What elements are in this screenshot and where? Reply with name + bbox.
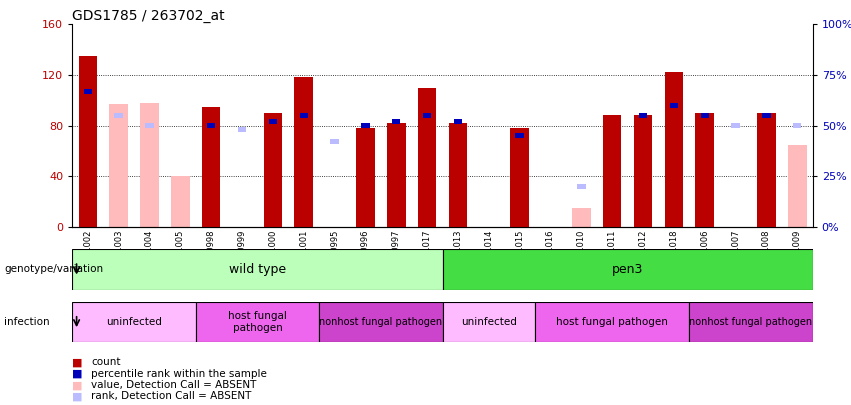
Bar <box>788 145 807 227</box>
Bar <box>670 103 678 108</box>
Bar <box>109 104 128 227</box>
Bar <box>202 107 220 227</box>
Text: value, Detection Call = ABSENT: value, Detection Call = ABSENT <box>91 380 256 390</box>
Bar <box>78 56 97 227</box>
Bar <box>603 115 621 227</box>
Bar <box>392 119 401 124</box>
Bar <box>443 249 813 290</box>
Text: genotype/variation: genotype/variation <box>4 264 103 274</box>
Text: nonhost fungal pathogen: nonhost fungal pathogen <box>689 317 813 327</box>
Bar <box>294 77 313 227</box>
Bar <box>72 249 443 290</box>
Text: wild type: wild type <box>229 263 286 276</box>
Text: ■: ■ <box>72 369 83 379</box>
Bar <box>535 302 689 342</box>
Bar <box>146 123 154 128</box>
Text: GDS1785 / 263702_at: GDS1785 / 263702_at <box>72 9 225 23</box>
Bar <box>423 113 431 118</box>
Bar <box>361 123 369 128</box>
Bar <box>454 119 462 124</box>
Text: host fungal pathogen: host fungal pathogen <box>557 317 668 327</box>
Bar <box>634 115 652 227</box>
Bar <box>448 123 467 227</box>
Bar <box>356 128 374 227</box>
Bar <box>665 72 683 227</box>
Text: percentile rank within the sample: percentile rank within the sample <box>91 369 267 379</box>
Bar <box>319 302 443 342</box>
Bar <box>731 123 740 128</box>
Bar <box>330 139 339 144</box>
Bar <box>443 302 535 342</box>
Text: ■: ■ <box>72 380 83 390</box>
Bar <box>695 113 714 227</box>
Text: ■: ■ <box>72 358 83 367</box>
Text: ■: ■ <box>72 392 83 401</box>
Bar <box>793 123 802 128</box>
Bar <box>72 302 196 342</box>
Bar <box>689 302 813 342</box>
Text: uninfected: uninfected <box>461 317 517 327</box>
Text: host fungal
pathogen: host fungal pathogen <box>228 311 287 333</box>
Text: pen3: pen3 <box>612 263 643 276</box>
Bar <box>196 302 319 342</box>
Bar <box>511 128 528 227</box>
Bar <box>207 123 215 128</box>
Bar <box>418 87 437 227</box>
Bar <box>387 123 405 227</box>
Text: uninfected: uninfected <box>106 317 162 327</box>
Bar <box>516 133 524 138</box>
Text: rank, Detection Call = ABSENT: rank, Detection Call = ABSENT <box>91 392 251 401</box>
Bar <box>700 113 709 118</box>
Bar <box>237 127 246 132</box>
Text: nonhost fungal pathogen: nonhost fungal pathogen <box>319 317 443 327</box>
Bar <box>762 113 771 118</box>
Bar <box>269 119 277 124</box>
Bar <box>639 113 648 118</box>
Bar <box>114 113 123 118</box>
Bar <box>140 103 158 227</box>
Bar <box>83 89 92 94</box>
Bar <box>577 184 585 189</box>
Bar <box>757 113 775 227</box>
Bar <box>264 113 282 227</box>
Bar <box>300 113 308 118</box>
Bar <box>572 208 591 227</box>
Bar <box>171 176 190 227</box>
Text: infection: infection <box>4 317 50 327</box>
Text: count: count <box>91 358 121 367</box>
